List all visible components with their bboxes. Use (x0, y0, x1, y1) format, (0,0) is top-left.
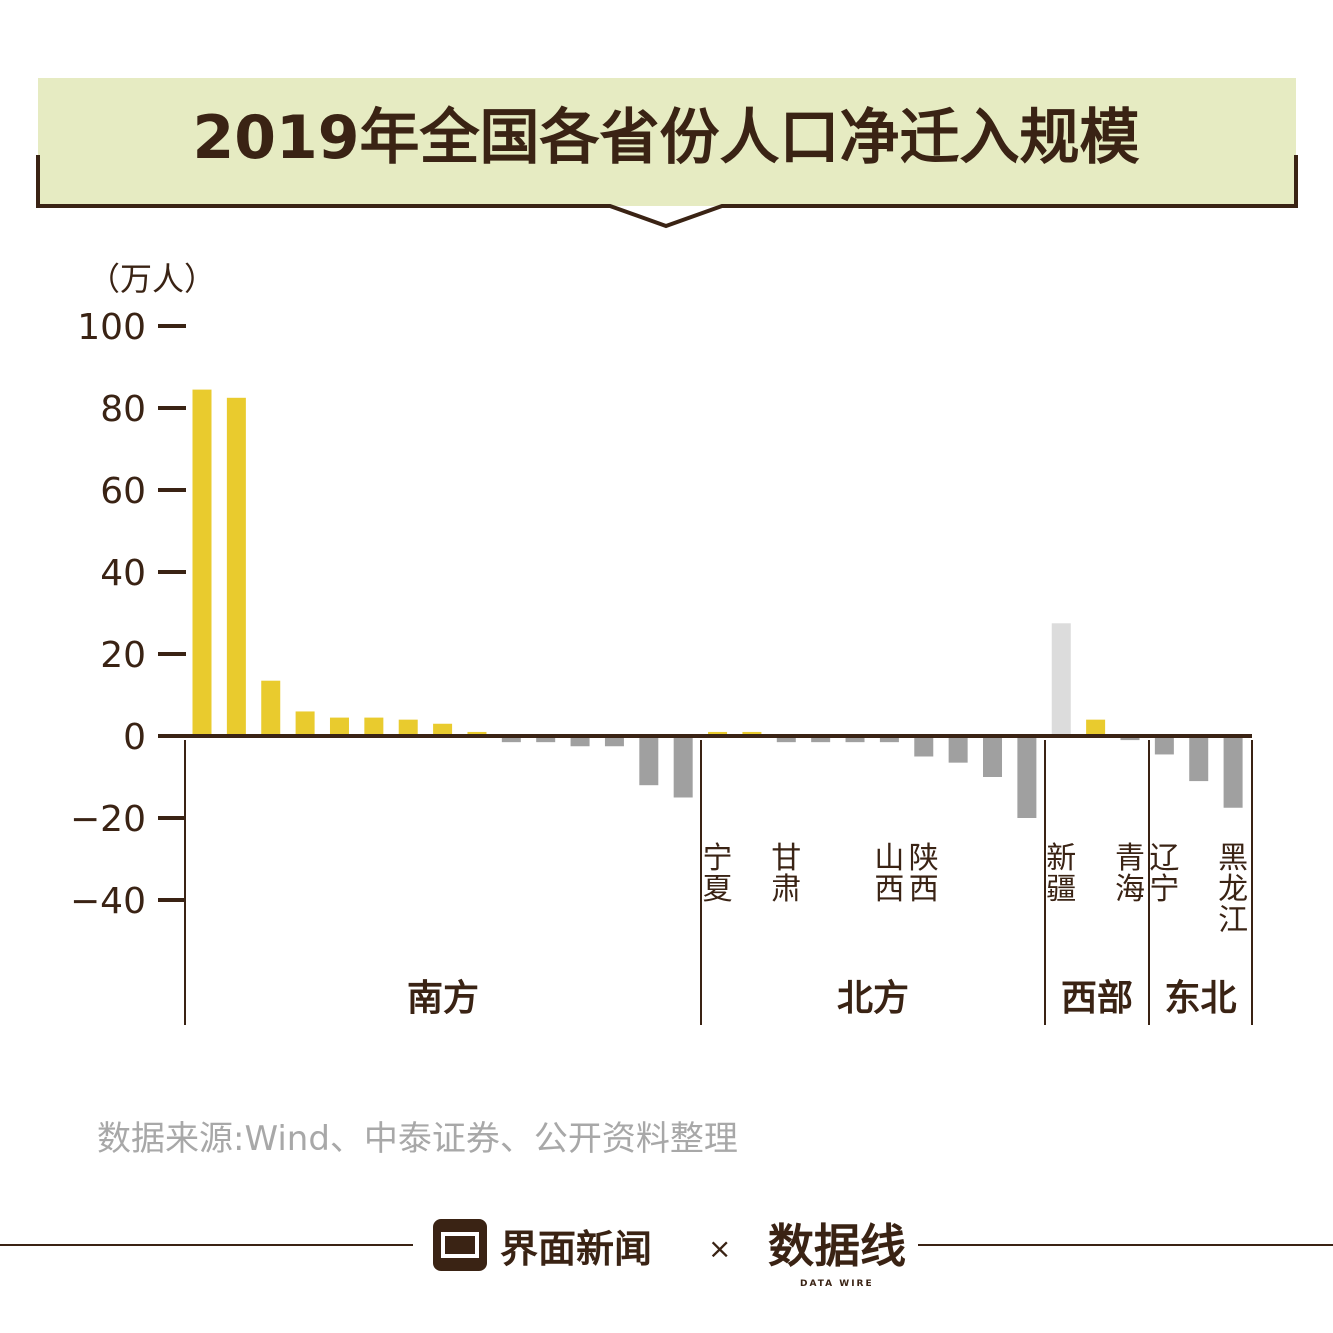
x-tick-char: 夏 (703, 872, 733, 907)
bar (639, 736, 659, 786)
x-tick-char: 甘 (771, 841, 801, 876)
y-tick-label: 20 (100, 635, 146, 676)
bar (1223, 736, 1243, 808)
x-tick-label: 宁夏 (703, 841, 733, 907)
bar (536, 736, 556, 743)
x-tick-char: 辽 (1149, 841, 1179, 876)
bar (467, 731, 487, 734)
title-banner: 2019年全国各省份人口净迁入规模 (36, 78, 1298, 229)
x-tick-char: 西 (909, 872, 939, 907)
x-tick-label: 新疆 (1046, 841, 1076, 907)
bar (261, 680, 281, 734)
x-tick-label: 陕西 (909, 841, 939, 907)
bar (1051, 623, 1071, 734)
chart-title: 2019年全国各省份人口净迁入规模 (193, 103, 1140, 173)
y-tick-label: 0 (123, 717, 146, 758)
bar (1120, 736, 1140, 741)
bar (1086, 719, 1106, 734)
x-tick-label: 黑龙江 (1218, 841, 1248, 938)
footer: 界面新闻 × 数据线 DATA WIRE (0, 1219, 1333, 1289)
x-tick-char: 西 (874, 872, 904, 907)
bar (776, 736, 796, 743)
y-tick-label: 60 (100, 471, 146, 512)
bar (604, 736, 624, 747)
x-tick-char: 疆 (1046, 872, 1076, 907)
bar (742, 731, 762, 734)
bar (1017, 736, 1037, 818)
bar (1189, 736, 1209, 782)
y-unit-label: （万人） (88, 260, 216, 298)
y-tick-label: −20 (70, 799, 146, 840)
x-tick-char: 肃 (771, 872, 801, 907)
y-tick-label: −40 (70, 881, 146, 922)
source-note: 数据来源:Wind、中泰证券、公开资料整理 (97, 1119, 738, 1159)
bar (708, 731, 728, 734)
x-tick-label: 辽宁 (1149, 841, 1179, 907)
x-tick-char: 黑 (1218, 841, 1248, 876)
x-tick-char: 新 (1046, 841, 1076, 876)
title-bracket (36, 155, 1298, 229)
bars (192, 389, 1243, 818)
jiemian-logo-icon (433, 1219, 487, 1271)
bar (983, 736, 1003, 777)
bar (329, 717, 349, 734)
bar (845, 736, 865, 743)
bar (570, 736, 590, 747)
group-label: 西部 (1061, 978, 1133, 1019)
bar (879, 736, 899, 743)
bar (226, 397, 246, 734)
x-tick-char: 江 (1218, 903, 1248, 938)
bar (501, 736, 521, 743)
y-tick-label: 40 (100, 553, 146, 594)
x-tick-char: 陕 (909, 841, 939, 876)
y-axis: 100 80 60 40 20 0 −20 −40 (70, 307, 186, 922)
x-tick-char: 青 (1115, 841, 1145, 876)
x-tick-char: 宁 (1149, 872, 1179, 907)
bar (433, 723, 453, 734)
group-label: 北方 (837, 978, 909, 1019)
x-tick-char: 山 (874, 841, 904, 876)
bar (398, 719, 418, 734)
x-tick-label: 山西 (874, 841, 904, 907)
times-sign: × (708, 1232, 731, 1265)
x-tick-char: 龙 (1218, 872, 1248, 907)
brand-name: 界面新闻 (500, 1227, 652, 1271)
y-tick-label: 100 (77, 307, 146, 348)
x-tick-char: 海 (1115, 872, 1145, 907)
x-tick-char: 宁 (703, 841, 733, 876)
datawire-logo-sub: DATA WIRE (800, 1279, 874, 1289)
group-label: 南方 (407, 978, 479, 1019)
bar (1154, 736, 1174, 755)
bar (914, 736, 934, 757)
bar (295, 711, 315, 734)
x-tick-label: 甘肃 (771, 841, 801, 907)
bar (948, 736, 968, 763)
bar (364, 717, 384, 734)
x-tick-label: 青海 (1115, 841, 1145, 907)
region-groups: 南方 北方 西部 东北 (184, 740, 1253, 1025)
datawire-logo: 数据线 (768, 1219, 906, 1273)
y-tick-label: 80 (100, 389, 146, 430)
group-label: 东北 (1164, 978, 1236, 1019)
bar (192, 389, 212, 734)
title-background (38, 78, 1296, 206)
bar (811, 736, 831, 743)
bar (673, 736, 693, 798)
